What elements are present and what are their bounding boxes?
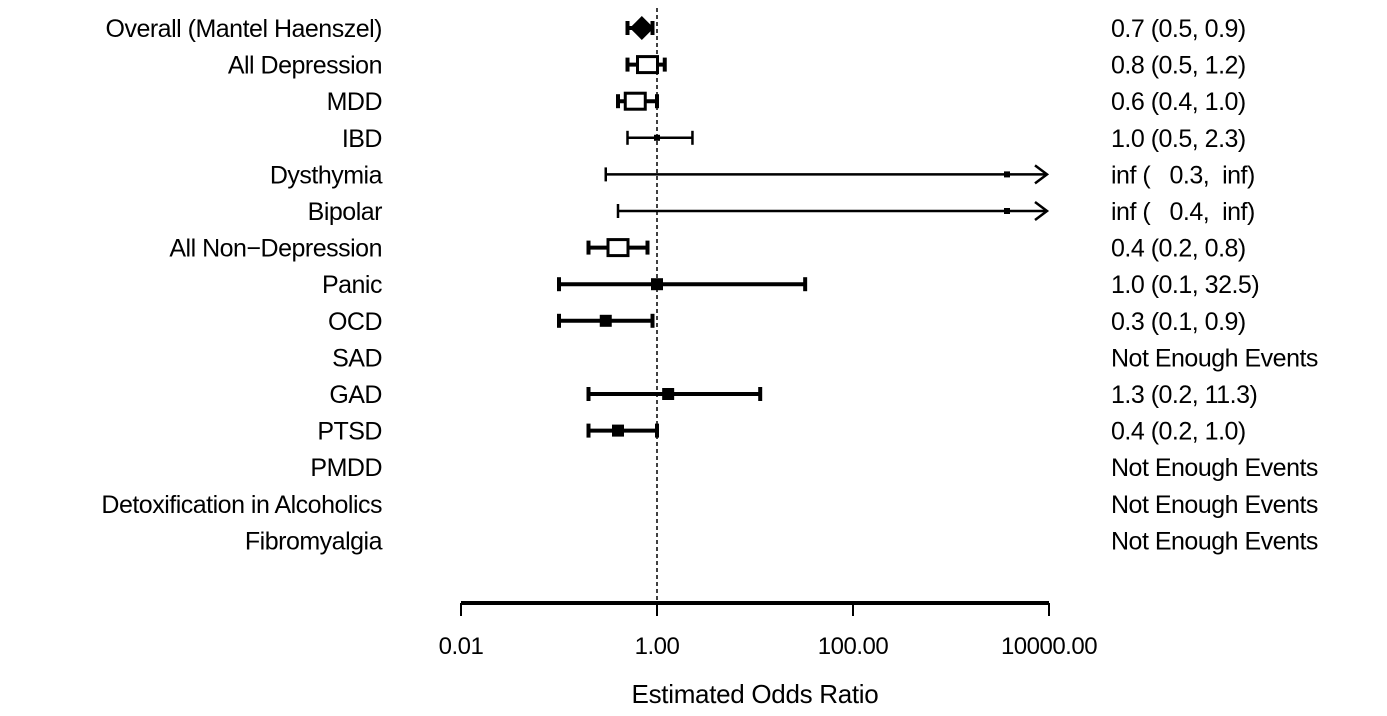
rows-layer: Overall (Mantel Haenszel) 0.7 (0.5, 0.9) A…	[101, 15, 1318, 555]
point-estimate-marker	[1004, 208, 1010, 214]
forest-row: Dysthymia inf ( 0.3, inf)	[270, 161, 1256, 189]
forest-row: IBD 1.0 (0.5, 2.3)	[342, 125, 1246, 153]
row-value: 1.0 (0.1, 32.5)	[1111, 271, 1259, 299]
point-estimate-marker	[612, 424, 625, 437]
row-label: MDD	[327, 88, 382, 116]
row-value: 1.3 (0.2, 11.3)	[1111, 381, 1257, 409]
x-axis-title: Estimated Odds Ratio	[632, 679, 879, 709]
forest-row: All Depression 0.8 (0.5, 1.2)	[228, 52, 1246, 80]
ci-arrow-head	[1034, 201, 1050, 221]
row-label: IBD	[342, 125, 382, 153]
point-estimate-marker	[1004, 171, 1010, 178]
forest-row: Overall (Mantel Haenszel) 0.7 (0.5, 0.9)	[106, 15, 1247, 43]
row-label: Panic	[322, 271, 382, 299]
row-label: All Non−Depression	[169, 235, 382, 263]
row-value: Not Enough Events	[1111, 344, 1318, 372]
row-value: 0.4 (0.2, 0.8)	[1111, 235, 1246, 263]
x-tick-label: 0.01	[439, 633, 484, 660]
row-value: inf ( 0.4, inf)	[1111, 198, 1255, 226]
x-tick-label: 100.00	[818, 633, 889, 660]
row-value: Not Enough Events	[1111, 491, 1318, 519]
x-axis: 0.01 1.00 100.00 10000.00	[439, 601, 1098, 660]
forest-row: Fibromyalgia Not Enough Events	[245, 527, 1319, 555]
forest-row: SAD Not Enough Events	[332, 344, 1318, 372]
row-label: Dysthymia	[270, 161, 383, 189]
point-estimate-marker	[606, 238, 630, 258]
forest-row: PMDD Not Enough Events	[310, 454, 1318, 482]
point-estimate-marker	[599, 314, 612, 327]
x-tick-label: 1.00	[635, 633, 680, 660]
point-estimate-marker	[651, 278, 663, 291]
row-value: 1.0 (0.5, 2.3)	[1111, 125, 1246, 153]
row-value: Not Enough Events	[1111, 527, 1318, 555]
row-label: OCD	[328, 308, 382, 336]
forest-row: All Non−Depression 0.4 (0.2, 0.8)	[169, 235, 1246, 263]
forest-row: OCD 0.3 (0.1, 0.9)	[328, 308, 1246, 336]
row-value: inf ( 0.3, inf)	[1111, 161, 1255, 189]
row-label: Overall (Mantel Haenszel)	[106, 15, 383, 43]
row-label: Detoxification in Alcoholics	[101, 491, 382, 519]
row-label: Fibromyalgia	[245, 527, 383, 555]
forest-row: GAD 1.3 (0.2, 11.3)	[329, 381, 1257, 409]
x-tick-label: 10000.00	[1001, 633, 1097, 660]
row-label: GAD	[329, 381, 382, 409]
row-label: SAD	[332, 344, 382, 372]
row-value: 0.4 (0.2, 1.0)	[1111, 418, 1246, 446]
row-value: 0.7 (0.5, 0.9)	[1111, 15, 1246, 43]
forest-row: Bipolar inf ( 0.4, inf)	[308, 198, 1256, 226]
row-value: 0.6 (0.4, 1.0)	[1111, 88, 1246, 116]
row-label: All Depression	[228, 52, 382, 80]
ci-arrow-head	[1034, 164, 1050, 185]
point-estimate-marker	[654, 134, 660, 141]
row-label: PTSD	[317, 418, 382, 446]
point-estimate-marker	[662, 388, 675, 400]
forest-row: Detoxification in Alcoholics Not Enough E…	[101, 491, 1318, 519]
forest-row: Panic 1.0 (0.1, 32.5)	[322, 271, 1260, 299]
row-value: 0.8 (0.5, 1.2)	[1111, 52, 1246, 80]
row-label: Bipolar	[308, 198, 382, 226]
point-estimate-marker	[636, 55, 660, 75]
row-value: Not Enough Events	[1111, 454, 1318, 482]
point-estimate-marker	[623, 91, 647, 111]
forest-row: MDD 0.6 (0.4, 1.0)	[327, 88, 1247, 116]
forest-row: PTSD 0.4 (0.2, 1.0)	[317, 418, 1246, 446]
point-estimate-diamond	[629, 16, 654, 40]
row-value: 0.3 (0.1, 0.9)	[1111, 308, 1246, 336]
row-label: PMDD	[310, 454, 382, 482]
